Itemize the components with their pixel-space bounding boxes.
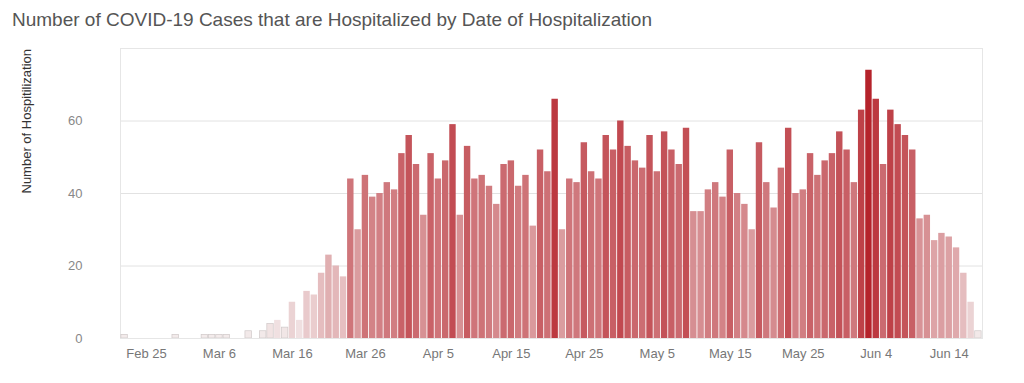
svg-text:May 25: May 25 — [782, 346, 825, 361]
svg-text:Mar 16: Mar 16 — [272, 346, 312, 361]
svg-text:Jun 14: Jun 14 — [930, 346, 969, 361]
svg-text:Feb 25: Feb 25 — [126, 346, 166, 361]
svg-text:Apr 5: Apr 5 — [423, 346, 454, 361]
svg-text:Number of Hospitilization: Number of Hospitilization — [19, 49, 34, 194]
svg-text:Apr 25: Apr 25 — [565, 346, 603, 361]
svg-text:60: 60 — [68, 113, 82, 128]
svg-text:Jun 4: Jun 4 — [860, 346, 892, 361]
svg-text:Apr 15: Apr 15 — [492, 346, 530, 361]
svg-text:40: 40 — [68, 186, 82, 201]
svg-text:20: 20 — [68, 258, 82, 273]
svg-text:Mar 26: Mar 26 — [345, 346, 385, 361]
svg-text:May 15: May 15 — [709, 346, 752, 361]
svg-text:0: 0 — [75, 331, 82, 346]
svg-text:Mar 6: Mar 6 — [203, 346, 236, 361]
html-text:Number of COVID-19 Cases that: Number of COVID-19 Cases that are Hospit… — [12, 9, 652, 30]
svg-text:May 5: May 5 — [640, 346, 675, 361]
